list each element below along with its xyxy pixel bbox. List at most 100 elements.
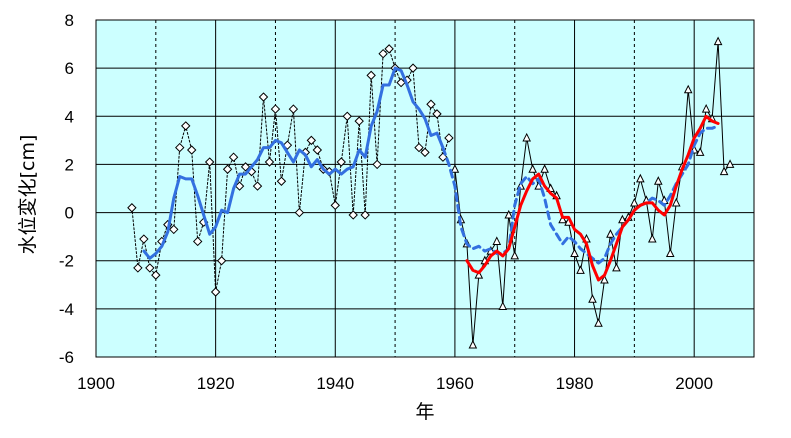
data-point-diamond bbox=[192, 236, 203, 247]
data-point-triangle bbox=[588, 294, 597, 303]
series-dashed-blue-thick bbox=[441, 124, 720, 265]
data-point-diamond bbox=[426, 99, 436, 109]
data-point-triangle bbox=[510, 250, 520, 260]
series-solid-red-thick bbox=[465, 114, 720, 282]
data-point-diamond bbox=[420, 147, 430, 158]
data-point-triangle bbox=[701, 103, 711, 113]
data-point-diamond bbox=[151, 270, 161, 280]
y-tick-label: 4 bbox=[65, 107, 74, 126]
data-point-diamond bbox=[444, 133, 454, 143]
y-tick-label: -2 bbox=[59, 252, 74, 271]
data-point-diamond bbox=[234, 181, 245, 191]
series-solid-blue-thick bbox=[142, 66, 445, 260]
x-tick-label: 2000 bbox=[675, 374, 713, 393]
data-point-triangle bbox=[647, 233, 657, 243]
data-point-triangle bbox=[570, 248, 579, 257]
data-point-diamond bbox=[414, 142, 424, 153]
data-point-triangle bbox=[612, 262, 621, 272]
data-point-diamond bbox=[336, 157, 346, 167]
data-point-triangle bbox=[504, 209, 514, 219]
data-point-diamond bbox=[342, 111, 352, 121]
data-point-triangle bbox=[492, 236, 502, 245]
data-point-diamond bbox=[384, 44, 394, 54]
y-tick-label: -4 bbox=[59, 300, 74, 319]
data-point-diamond bbox=[210, 287, 221, 297]
tick-labels: -6 -4 -2 0 2 4 6 8 1900 1920 1940 1960 1980 2000 bbox=[59, 11, 713, 393]
data-point-triangle bbox=[653, 176, 663, 185]
data-point-triangle bbox=[558, 214, 567, 224]
data-point-diamond bbox=[175, 142, 185, 153]
data-point-diamond bbox=[366, 70, 376, 81]
data-point-triangle bbox=[713, 36, 723, 46]
data-point-triangle bbox=[606, 229, 615, 238]
data-point-triangle bbox=[474, 270, 484, 279]
x-tick-label: 1920 bbox=[197, 374, 235, 393]
data-point-triangle bbox=[725, 159, 735, 168]
data-point-triangle bbox=[576, 265, 585, 274]
data-point-triangle bbox=[665, 248, 675, 257]
data-point-diamond bbox=[378, 48, 388, 59]
data-point-diamond bbox=[204, 157, 215, 167]
data-point-diamond bbox=[258, 92, 269, 102]
data-point-diamond bbox=[432, 109, 442, 119]
data-point-diamond bbox=[348, 210, 358, 220]
data-point-triangle bbox=[468, 339, 478, 349]
x-tick-label: 1960 bbox=[436, 374, 474, 393]
data-point-diamond bbox=[181, 121, 191, 131]
data-point-diamond bbox=[306, 135, 317, 146]
x-tick-label: 1900 bbox=[77, 374, 115, 393]
data-point-triangle bbox=[695, 147, 705, 156]
data-point-diamond bbox=[222, 164, 233, 174]
data-point-diamond bbox=[312, 145, 323, 155]
data-point-triangle bbox=[540, 164, 549, 173]
y-tick-label: -6 bbox=[59, 348, 74, 367]
data-point-diamond bbox=[354, 116, 364, 126]
x-tick-label: 1940 bbox=[316, 374, 354, 393]
data-point-triangle bbox=[719, 166, 729, 176]
data-point-triangle bbox=[618, 214, 627, 224]
data-point-diamond bbox=[276, 176, 287, 186]
y-axis-label: 水位変化[cm] bbox=[17, 135, 39, 255]
data-point-diamond bbox=[216, 256, 227, 266]
y-tick-label: 2 bbox=[65, 155, 74, 174]
data-point-diamond bbox=[240, 162, 251, 172]
data-point-diamond bbox=[408, 63, 418, 73]
data-point-diamond bbox=[252, 181, 263, 191]
data-point-diamond bbox=[139, 234, 149, 244]
data-point-triangle bbox=[498, 301, 508, 310]
data-point-triangle bbox=[594, 318, 603, 327]
data-point-diamond bbox=[169, 224, 179, 235]
series-line bbox=[142, 66, 445, 260]
series-line bbox=[441, 124, 720, 265]
data-point-triangle bbox=[522, 132, 532, 142]
data-point-diamond bbox=[127, 203, 137, 213]
data-point-diamond bbox=[288, 104, 299, 114]
data-point-triangle bbox=[683, 84, 693, 94]
data-point-diamond bbox=[294, 207, 305, 218]
data-point-triangle bbox=[636, 173, 645, 183]
data-point-diamond bbox=[133, 263, 143, 273]
data-point-diamond bbox=[145, 263, 155, 273]
data-point-diamond bbox=[372, 159, 382, 170]
data-point-diamond bbox=[330, 200, 340, 211]
data-point-diamond bbox=[360, 210, 370, 220]
data-point-diamond bbox=[264, 157, 275, 167]
plot-frame bbox=[95, 19, 755, 358]
data-point-triangle bbox=[450, 164, 460, 173]
data-point-triangle bbox=[528, 164, 537, 173]
data-point-diamond bbox=[228, 152, 239, 162]
data-point-triangle bbox=[630, 197, 639, 207]
data-point-diamond bbox=[187, 145, 197, 155]
data-point-diamond bbox=[270, 104, 281, 114]
data-point-triangle bbox=[600, 274, 609, 284]
series-layer bbox=[127, 36, 735, 349]
plot-area bbox=[96, 20, 754, 357]
y-tick-label: 0 bbox=[65, 204, 74, 223]
x-axis-label: 年 bbox=[415, 401, 434, 423]
y-tick-label: 6 bbox=[65, 59, 74, 78]
y-tick-label: 8 bbox=[65, 11, 74, 30]
data-point-triangle bbox=[671, 197, 681, 207]
x-tick-label: 1980 bbox=[556, 374, 594, 393]
series-line bbox=[465, 114, 720, 282]
